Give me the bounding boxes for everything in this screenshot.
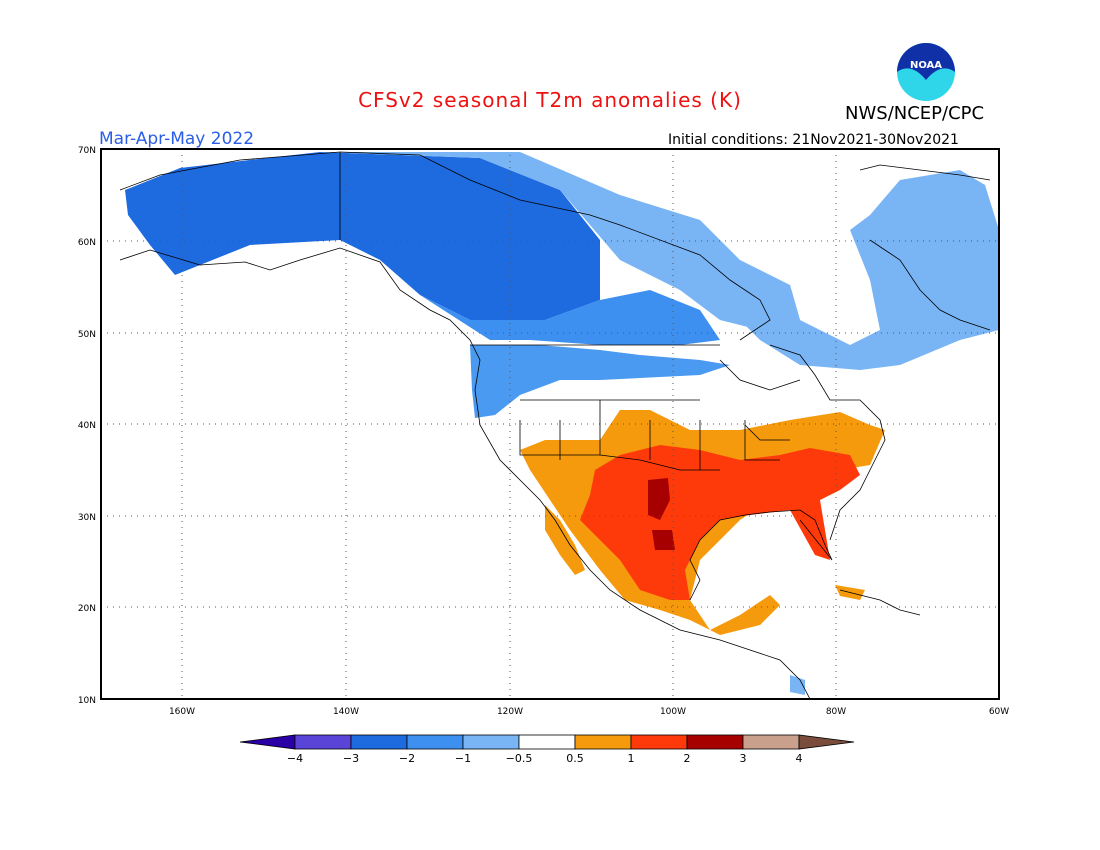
anomaly-fields <box>125 152 999 695</box>
colorbar-swatch <box>406 734 464 750</box>
colorbar-arrow-low <box>239 734 296 750</box>
colorbar-swatch <box>518 734 576 750</box>
colorbar-label: −0.5 <box>506 752 533 765</box>
lon-label-160w: 160W <box>169 707 195 717</box>
anomaly-region-texas-core <box>648 478 675 550</box>
anomaly-region-baja <box>545 505 585 575</box>
colorbar-swatch <box>462 734 520 750</box>
lat-label-40n: 40N <box>78 421 96 431</box>
lat-label-60n: 60N <box>78 238 96 248</box>
map-frame <box>100 148 1000 700</box>
season-label: Mar-Apr-May 2022 <box>99 129 255 149</box>
colorbar-arrow-high <box>798 734 855 750</box>
colorbar-label: 4 <box>796 752 803 765</box>
agency-label: NWS/NCEP/CPC <box>845 103 985 124</box>
chart-title: CFSv2 seasonal T2m anomalies (K) <box>358 88 742 112</box>
lon-label-80w: 80W <box>826 707 846 717</box>
colorbar-label: 0.5 <box>566 752 584 765</box>
noaa-logo: NOAA <box>897 43 955 101</box>
colorbar-swatch <box>294 734 352 750</box>
colorbar: −4 −3 −2 −1 −0.5 0.5 1 2 3 4 <box>239 734 855 765</box>
anomaly-region-central-america <box>790 675 805 695</box>
lat-label-10n: 10N <box>78 696 96 706</box>
anomaly-region-alaska <box>125 152 600 320</box>
lon-label-60w: 60W <box>989 707 1009 717</box>
lat-label-20n: 20N <box>78 604 96 614</box>
colorbar-swatch <box>630 734 688 750</box>
colorbar-swatch <box>686 734 744 750</box>
anomaly-region-eastern-canada <box>720 170 999 370</box>
colorbar-swatch <box>350 734 408 750</box>
anomaly-region-central-canada <box>420 290 720 345</box>
colorbar-label: 3 <box>740 752 747 765</box>
anomaly-region-pacific-northwest <box>470 345 730 418</box>
lon-label-100w: 100W <box>660 707 686 717</box>
longitude-labels: 160W 140W 120W 100W 80W 60W <box>169 707 1009 717</box>
colorbar-swatch <box>742 734 800 750</box>
lat-label-70n: 70N <box>78 146 96 156</box>
lon-label-140w: 140W <box>333 707 359 717</box>
anomaly-region-north-canada <box>320 152 800 330</box>
colorbar-label: 1 <box>628 752 635 765</box>
latitude-labels: 70N 60N 50N 40N 30N 20N 10N <box>78 146 96 706</box>
colorbar-label: −1 <box>455 752 471 765</box>
colorbar-swatch <box>574 734 632 750</box>
colorbar-label: −2 <box>399 752 415 765</box>
svg-text:NOAA: NOAA <box>910 60 942 71</box>
colorbar-label: −3 <box>343 752 359 765</box>
lat-label-30n: 30N <box>78 513 96 523</box>
colorbar-label: −4 <box>287 752 303 765</box>
initial-conditions-label: Initial conditions: 21Nov2021-30Nov2021 <box>668 132 959 148</box>
lon-label-120w: 120W <box>497 707 523 717</box>
coastlines <box>119 151 991 699</box>
colorbar-label: 2 <box>684 752 691 765</box>
lat-label-50n: 50N <box>78 330 96 340</box>
